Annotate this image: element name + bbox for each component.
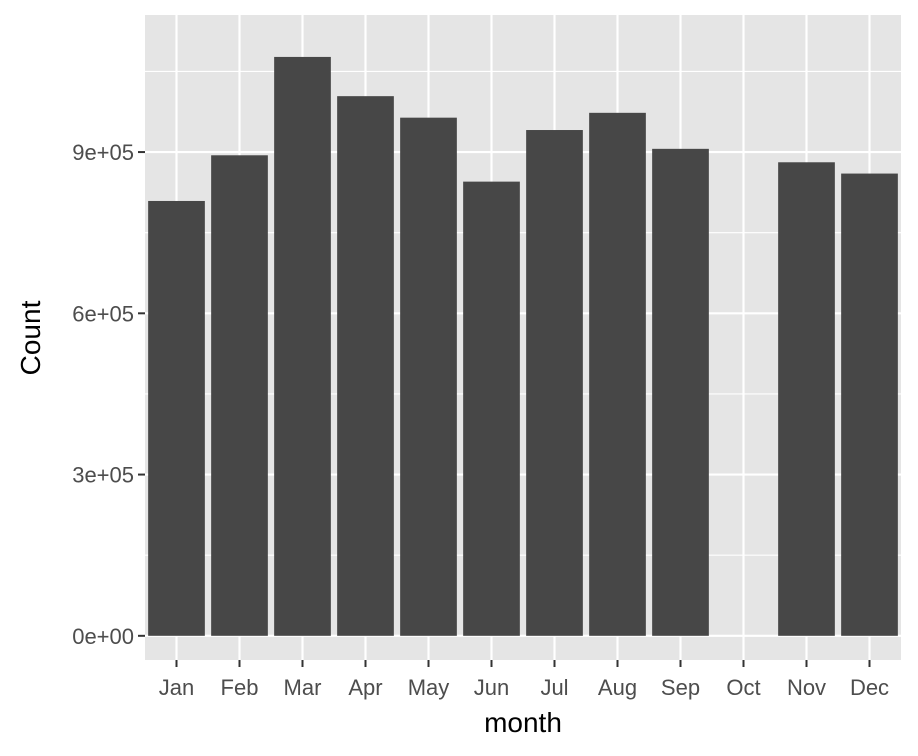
x-tick-label: Dec (850, 675, 889, 700)
bar-may (400, 117, 457, 636)
bar-nov (778, 162, 835, 636)
y-tick-label: 9e+05 (72, 140, 134, 165)
x-tick-label: Aug (598, 675, 637, 700)
x-tick-label: Mar (284, 675, 322, 700)
x-axis-title: month (484, 707, 562, 738)
x-axis-ticks: Jan Feb Mar Apr May Jun Jul Aug Sep Oct Nov Dec (159, 660, 889, 700)
x-tick-label: Jan (159, 675, 194, 700)
bar-feb (211, 155, 268, 636)
x-tick-label: May (408, 675, 450, 700)
x-tick-label: Nov (787, 675, 826, 700)
y-tick-label: 3e+05 (72, 463, 134, 488)
x-tick-label: Oct (726, 675, 760, 700)
x-tick-label: Jul (540, 675, 568, 700)
x-tick-label: Apr (348, 675, 382, 700)
bar-jan (148, 200, 205, 636)
x-tick-label: Jun (474, 675, 509, 700)
bar-jun (463, 181, 520, 636)
minor-gridlines (145, 70, 901, 556)
plot-panel (145, 15, 901, 660)
bar-jul (526, 130, 583, 636)
bar-aug (589, 112, 646, 636)
bar-apr (337, 96, 394, 636)
y-tick-label: 6e+05 (72, 301, 134, 326)
x-tick-label: Sep (661, 675, 700, 700)
y-axis-ticks: 0e+00 3e+05 6e+05 9e+05 (72, 140, 145, 649)
bars (148, 56, 898, 636)
y-axis-title: Count (15, 300, 46, 375)
bar-sep (652, 148, 709, 636)
bar-mar (274, 56, 331, 636)
x-tick-label: Feb (221, 675, 259, 700)
bar-dec (841, 173, 898, 636)
y-tick-label: 0e+00 (72, 624, 134, 649)
